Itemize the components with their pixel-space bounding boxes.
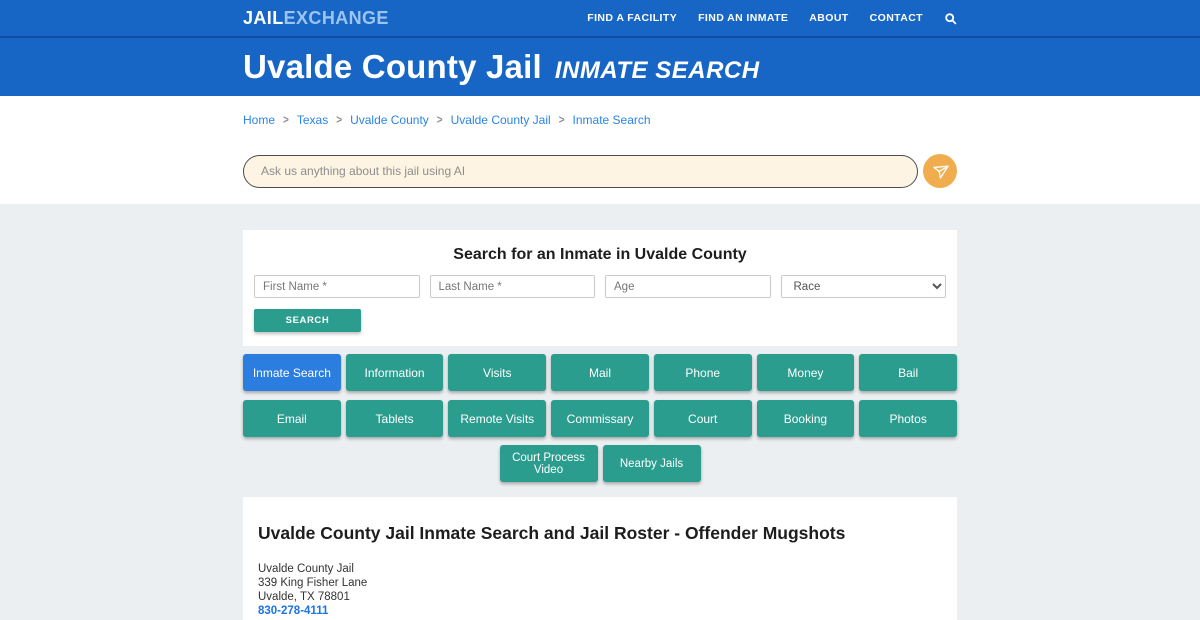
address-line-street: 339 King Fisher Lane xyxy=(258,577,368,589)
tab-tablets[interactable]: Tablets xyxy=(345,400,444,437)
jail-section-tabs: Inmate Search Information Visits Mail Ph… xyxy=(243,354,957,437)
jail-section-tabs-row3: Court Process Video Nearby Jails xyxy=(243,445,957,482)
tab-inmate-search[interactable]: Inmate Search xyxy=(243,354,341,391)
ai-ask-bar xyxy=(243,154,957,188)
search-button[interactable]: SEARCH xyxy=(254,309,361,332)
title-banner: Uvalde County Jail INMATE SEARCH xyxy=(0,38,1200,96)
top-nav: FIND A FACILITY FIND AN INMATE ABOUT CON… xyxy=(587,12,957,25)
tab-money[interactable]: Money xyxy=(756,354,855,391)
ai-question-input[interactable] xyxy=(243,154,918,188)
paper-plane-icon xyxy=(932,163,949,179)
tab-mail[interactable]: Mail xyxy=(551,354,649,391)
inmate-search-title: Search for an Inmate in Uvalde County xyxy=(453,246,747,263)
tab-nearby-jails[interactable]: Nearby Jails xyxy=(602,445,701,482)
breadcrumb-home[interactable]: Home xyxy=(243,113,276,127)
address-line-city: Uvalde, TX 78801 xyxy=(258,591,350,603)
title-banner-inner: Uvalde County Jail INMATE SEARCH xyxy=(243,48,957,86)
breadcrumb-inmate-search[interactable]: Inmate Search xyxy=(572,113,651,127)
jailexchange-logo[interactable]: JAILEXCHANGE xyxy=(243,8,389,29)
nav-find-an-inmate[interactable]: FIND AN INMATE xyxy=(698,12,789,24)
breadcrumb-uvalde-county-jail[interactable]: Uvalde County Jail xyxy=(450,113,551,127)
top-bar: JAILEXCHANGE FIND A FACILITY FIND AN INM… xyxy=(0,0,1200,38)
search-icon[interactable] xyxy=(944,12,957,25)
tab-booking[interactable]: Booking xyxy=(756,400,855,437)
tab-email[interactable]: Email xyxy=(243,400,341,437)
chevron-right-icon: > xyxy=(558,113,565,127)
top-bar-inner: JAILEXCHANGE FIND A FACILITY FIND AN INM… xyxy=(243,0,957,36)
main-content: Search for an Inmate in Uvalde County Ra… xyxy=(0,204,1200,620)
jail-info-heading: Uvalde County Jail Inmate Search and Jai… xyxy=(258,523,846,543)
last-name-field[interactable] xyxy=(429,275,595,298)
jail-phone-link[interactable]: 830-278-4111 xyxy=(258,605,329,617)
chevron-right-icon: > xyxy=(336,113,343,127)
chevron-right-icon: > xyxy=(283,113,289,127)
address-line-name: Uvalde County Jail xyxy=(258,563,354,575)
nav-contact[interactable]: CONTACT xyxy=(869,12,923,24)
tab-remote-visits[interactable]: Remote Visits xyxy=(448,400,547,437)
age-field[interactable] xyxy=(605,275,771,298)
jail-address: Uvalde County Jail 339 King Fisher Lane … xyxy=(258,562,942,618)
tab-information[interactable]: Information xyxy=(345,354,444,391)
nav-about[interactable]: ABOUT xyxy=(809,12,849,24)
tab-bail[interactable]: Bail xyxy=(859,354,957,391)
breadcrumb-texas[interactable]: Texas xyxy=(296,113,329,127)
jail-info-card: Uvalde County Jail Inmate Search and Jai… xyxy=(243,497,957,620)
tab-photos[interactable]: Photos xyxy=(859,400,957,437)
tab-court-process-video[interactable]: Court Process Video xyxy=(499,445,598,482)
inmate-search-card: Search for an Inmate in Uvalde County Ra… xyxy=(243,230,957,346)
tab-court[interactable]: Court xyxy=(653,400,752,437)
breadcrumb: Home > Texas > Uvalde County > Uvalde Co… xyxy=(243,113,957,127)
inmate-search-fields: Race xyxy=(254,275,946,298)
nav-find-a-facility[interactable]: FIND A FACILITY xyxy=(587,12,678,24)
page-title: Uvalde County Jail xyxy=(243,48,542,85)
logo-jail: JAIL xyxy=(243,7,284,28)
tab-visits[interactable]: Visits xyxy=(448,354,547,391)
chevron-right-icon: > xyxy=(436,113,443,127)
ai-send-button[interactable] xyxy=(923,154,957,188)
tab-phone[interactable]: Phone xyxy=(653,354,752,391)
tab-commissary[interactable]: Commissary xyxy=(551,400,649,437)
first-name-field[interactable] xyxy=(254,275,420,298)
breadcrumb-ai-section: Home > Texas > Uvalde County > Uvalde Co… xyxy=(0,96,1200,204)
logo-exchange: EXCHANGE xyxy=(283,7,389,28)
race-select[interactable]: Race xyxy=(780,275,946,298)
breadcrumb-uvalde-county[interactable]: Uvalde County xyxy=(350,113,429,127)
page-subtitle: INMATE SEARCH xyxy=(554,57,760,84)
